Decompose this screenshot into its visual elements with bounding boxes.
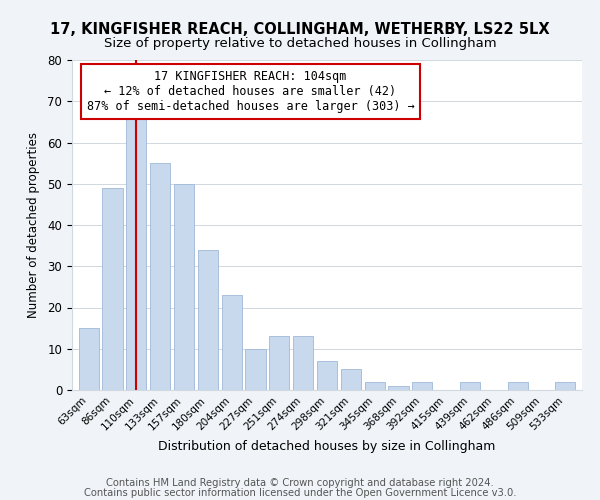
Y-axis label: Number of detached properties: Number of detached properties	[28, 132, 40, 318]
Bar	[245, 349, 266, 390]
X-axis label: Distribution of detached houses by size in Collingham: Distribution of detached houses by size …	[158, 440, 496, 453]
Bar	[388, 386, 409, 390]
Bar	[221, 295, 242, 390]
Text: 17, KINGFISHER REACH, COLLINGHAM, WETHERBY, LS22 5LX: 17, KINGFISHER REACH, COLLINGHAM, WETHER…	[50, 22, 550, 38]
Bar	[460, 382, 480, 390]
Text: Contains public sector information licensed under the Open Government Licence v3: Contains public sector information licen…	[84, 488, 516, 498]
Bar	[555, 382, 575, 390]
Text: 17 KINGFISHER REACH: 104sqm
← 12% of detached houses are smaller (42)
87% of sem: 17 KINGFISHER REACH: 104sqm ← 12% of det…	[86, 70, 415, 113]
Bar	[126, 118, 146, 390]
Bar	[150, 163, 170, 390]
Bar	[508, 382, 528, 390]
Bar	[79, 328, 99, 390]
Bar	[269, 336, 289, 390]
Text: Contains HM Land Registry data © Crown copyright and database right 2024.: Contains HM Land Registry data © Crown c…	[106, 478, 494, 488]
Text: Size of property relative to detached houses in Collingham: Size of property relative to detached ho…	[104, 38, 496, 51]
Bar	[198, 250, 218, 390]
Bar	[174, 184, 194, 390]
Bar	[341, 370, 361, 390]
Bar	[412, 382, 433, 390]
Bar	[293, 336, 313, 390]
Bar	[365, 382, 385, 390]
Bar	[103, 188, 122, 390]
Bar	[317, 361, 337, 390]
